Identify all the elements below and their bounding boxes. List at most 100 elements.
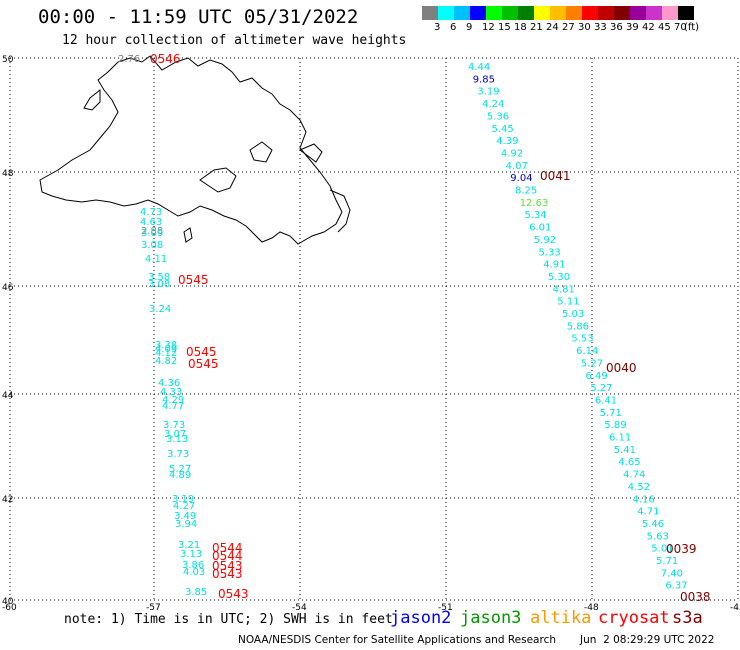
east-track-swh-value: 5.41 <box>614 445 636 456</box>
east-track-swh-value: 8.25 <box>515 186 537 197</box>
units-note: note: 1) Time is in UTC; 2) SWH is in fe… <box>64 612 393 627</box>
east-track-swh-value: 4.92 <box>501 148 523 159</box>
coast-island <box>183 227 193 243</box>
east-track-swh-value: 5.36 <box>487 111 509 122</box>
west-track-swh-value: 3.13 <box>180 549 202 560</box>
east-track-swh-value: 5.53 <box>571 334 593 345</box>
pass-time-label: 0545 <box>186 345 217 359</box>
color-scale-label: 3 <box>434 22 441 33</box>
color-swatch <box>534 6 550 20</box>
longitude-tick-label: -48 <box>584 603 599 613</box>
color-scale-label: 24 <box>546 22 559 33</box>
west-track-swh-value: 4.11 <box>145 254 167 265</box>
map-title: 00:00 - 11:59 UTC 05/31/2022 <box>38 6 359 28</box>
west-track-swh-value: 3.08 <box>148 279 170 290</box>
axis-labels: 50 48 46 44 42 40-60 -57 -54 -51 -48 -45 <box>2 55 740 613</box>
credit-line: NOAA/NESDIS Center for Satellite Applica… <box>238 634 556 646</box>
coast-inlet-2 <box>249 141 273 163</box>
east-track-swh-value: 5.63 <box>647 531 669 542</box>
pass-time-label: 0544 <box>212 541 243 555</box>
west-track-swh-value: 5.27 <box>169 464 191 475</box>
east-track-swh-value: 5.11 <box>557 297 579 308</box>
east-track-swh-value: 5.45 <box>492 124 514 135</box>
east-track-swh-value: 4.39 <box>496 136 518 147</box>
pass-time-label: 0041 <box>540 169 571 183</box>
coast-inlet-3 <box>83 88 101 111</box>
west-track-swh-value: 3.19 <box>172 494 194 505</box>
east-track-swh-value: 9.85 <box>473 74 495 85</box>
west-track-swh-value: 3.73 <box>167 449 189 460</box>
east-track-swh-value: 12.63 <box>520 198 549 209</box>
pass-time-label: 0038 <box>680 590 711 604</box>
west-track-swh-value: 3.07 <box>164 429 186 440</box>
map-gridlines <box>9 57 739 601</box>
east-track-swh-value: 5.86 <box>567 321 589 332</box>
pass-time-label: 0546 <box>150 52 181 66</box>
color-swatch <box>646 6 662 20</box>
west-track-swh-value: 3.58 <box>148 272 170 283</box>
east-track-swh-value: 5.34 <box>524 210 546 221</box>
color-swatch <box>662 6 678 20</box>
west-track-swh-value: 4.77 <box>162 401 184 412</box>
color-scale-label: 30 <box>578 22 591 33</box>
west-track-swh-value: 3.24 <box>149 304 171 315</box>
color-scale-label: 12 <box>482 22 495 33</box>
west-track-swh-value: 4.29 <box>162 395 184 406</box>
east-track-swh-value: 4.81 <box>553 284 575 295</box>
west-track-swh-value: 4.27 <box>173 501 195 512</box>
west-track-swh-value: 2.88 <box>141 226 163 237</box>
satellite-legend-jason2: jason2 <box>390 608 452 628</box>
west-track-swh-value: 3.38 <box>155 340 177 351</box>
generation-timestamp: Jun 2 08:29:29 UTC 2022 <box>580 634 715 646</box>
color-swatch <box>550 6 566 20</box>
pass-time-label: 0543 <box>212 567 243 581</box>
west-track-swh-value: 4.12 <box>155 348 177 359</box>
east-track-swh-value: 5.92 <box>534 235 556 246</box>
west-track-swh-value: 3.94 <box>175 519 197 530</box>
color-swatch <box>582 6 598 20</box>
west-track-swh-value: 4.73 <box>140 207 162 218</box>
coastline-newfoundland <box>39 55 351 245</box>
color-swatch <box>630 6 646 20</box>
color-swatch <box>422 6 438 20</box>
color-scale-label: 39 <box>626 22 639 33</box>
color-scale-label: 45 <box>658 22 671 33</box>
east-track-swh-value: 5.71 <box>600 408 622 419</box>
longitude-tick-label: -57 <box>146 603 161 613</box>
latitude-tick-label: 40 <box>2 597 14 607</box>
west-track-swh-value: 3.86 <box>182 560 204 571</box>
east-track-swh-value: 5.27 <box>581 358 603 369</box>
color-scale-label: 27 <box>562 22 575 33</box>
wave-height-observations: 2.764.734.632.883.093.084.113.583.083.24… <box>118 54 688 598</box>
west-track-swh-value: 3.21 <box>178 540 200 551</box>
west-track-swh-value: 4.33 <box>160 387 182 398</box>
longitude-tick-label: -60 <box>2 603 17 613</box>
west-track-swh-value: 4.63 <box>140 217 162 228</box>
east-track-swh-value: 5.03 <box>562 309 584 320</box>
coast-inlet-1 <box>199 167 237 193</box>
east-track-swh-value: 3.19 <box>477 87 499 98</box>
pass-time-label: 0039 <box>666 542 697 556</box>
west-track-swh-value: 4.09 <box>155 344 177 355</box>
color-swatch <box>454 6 470 20</box>
latitude-tick-label: 46 <box>2 283 14 293</box>
east-track-swh-value: 4.16 <box>633 494 655 505</box>
pass-time-label: 0543 <box>212 559 243 573</box>
east-track-swh-value: 6.37 <box>665 581 687 592</box>
east-track-swh-value: 9.04 <box>510 173 532 184</box>
east-track-swh-value: 4.91 <box>543 260 565 271</box>
east-track-swh-value: 6.41 <box>595 395 617 406</box>
color-scale-label: 42 <box>642 22 655 33</box>
pass-time-labels: 0546054505450545054405440543054305430041… <box>150 52 711 604</box>
west-track-swh-value: 4.36 <box>158 378 180 389</box>
west-track-swh-value: 3.13 <box>166 434 188 445</box>
newfoundland-coastline <box>39 55 343 245</box>
coast-south-arm <box>329 189 351 233</box>
east-track-swh-value: 4.24 <box>482 99 504 110</box>
color-scale-label: (ft) <box>684 22 700 33</box>
color-swatch <box>598 6 614 20</box>
latitude-tick-label: 50 <box>2 55 14 65</box>
longitude-tick-label: -51 <box>438 603 453 613</box>
east-track-swh-value: 4.44 <box>468 62 490 73</box>
